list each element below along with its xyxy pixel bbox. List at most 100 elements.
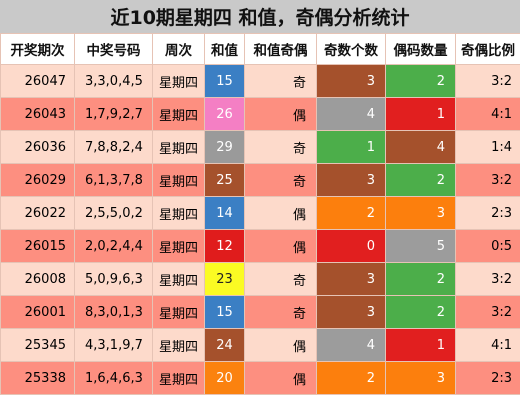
table-row: 26043 1,7,9,2,7 星期四 26 偶 4 1 4:1 xyxy=(0,97,520,131)
cell-numbers: 7,8,8,2,4 xyxy=(74,130,153,164)
cell-ratio: 4:1 xyxy=(455,97,520,131)
cell-sum-parity: 偶 xyxy=(244,229,317,263)
cell-ratio: 3:2 xyxy=(455,262,520,296)
table-row: 26001 8,3,0,1,3 星期四 15 奇 3 2 3:2 xyxy=(0,295,520,329)
cell-sum-parity: 偶 xyxy=(244,196,317,230)
cell-sum: 14 xyxy=(204,196,245,230)
cell-numbers: 2,5,5,0,2 xyxy=(74,196,153,230)
cell-even-count: 2 xyxy=(385,295,456,329)
cell-week: 星期四 xyxy=(152,64,205,98)
cell-ratio: 1:4 xyxy=(455,130,520,164)
cell-ratio: 3:2 xyxy=(455,295,520,329)
cell-week: 星期四 xyxy=(152,163,205,197)
cell-odd-count: 2 xyxy=(316,196,386,230)
table-row: 26036 7,8,8,2,4 星期四 29 奇 1 4 1:4 xyxy=(0,130,520,164)
cell-numbers: 8,3,0,1,3 xyxy=(74,295,153,329)
cell-numbers: 4,3,1,9,7 xyxy=(74,328,153,362)
table-header: 开奖期次 中奖号码 周次 和值 和值奇偶 奇数个数 偶码数量 奇偶比例 xyxy=(0,33,520,65)
cell-even-count: 4 xyxy=(385,130,456,164)
col-header-odd-count: 奇数个数 xyxy=(316,33,386,65)
cell-numbers: 1,7,9,2,7 xyxy=(74,97,153,131)
cell-sum: 20 xyxy=(204,361,245,395)
cell-sum-parity: 奇 xyxy=(244,163,317,197)
cell-issue: 26029 xyxy=(0,163,75,197)
cell-sum-parity: 偶 xyxy=(244,97,317,131)
cell-odd-count: 0 xyxy=(316,229,386,263)
cell-odd-count: 3 xyxy=(316,262,386,296)
cell-issue: 25345 xyxy=(0,328,75,362)
cell-week: 星期四 xyxy=(152,361,205,395)
col-header-sum-parity: 和值奇偶 xyxy=(244,33,317,65)
cell-ratio: 0:5 xyxy=(455,229,520,263)
cell-odd-count: 4 xyxy=(316,328,386,362)
cell-odd-count: 1 xyxy=(316,130,386,164)
col-header-sum: 和值 xyxy=(204,33,245,65)
cell-ratio: 2:3 xyxy=(455,196,520,230)
table-row: 26029 6,1,3,7,8 星期四 25 奇 3 2 3:2 xyxy=(0,163,520,197)
cell-issue: 26047 xyxy=(0,64,75,98)
cell-odd-count: 3 xyxy=(316,295,386,329)
cell-sum: 23 xyxy=(204,262,245,296)
cell-numbers: 1,6,4,6,3 xyxy=(74,361,153,395)
cell-sum-parity: 奇 xyxy=(244,295,317,329)
cell-issue: 26036 xyxy=(0,130,75,164)
cell-issue: 26015 xyxy=(0,229,75,263)
cell-odd-count: 3 xyxy=(316,163,386,197)
cell-odd-count: 3 xyxy=(316,64,386,98)
cell-sum-parity: 偶 xyxy=(244,328,317,362)
col-header-ratio: 奇偶比例 xyxy=(455,33,520,65)
cell-sum: 12 xyxy=(204,229,245,263)
header-row: 开奖期次 中奖号码 周次 和值 和值奇偶 奇数个数 偶码数量 奇偶比例 xyxy=(0,33,520,65)
cell-even-count: 3 xyxy=(385,361,456,395)
col-header-week: 周次 xyxy=(152,33,205,65)
cell-even-count: 2 xyxy=(385,262,456,296)
cell-sum: 29 xyxy=(204,130,245,164)
cell-sum: 15 xyxy=(204,64,245,98)
cell-even-count: 1 xyxy=(385,328,456,362)
cell-sum: 25 xyxy=(204,163,245,197)
cell-sum: 24 xyxy=(204,328,245,362)
table-row: 25345 4,3,1,9,7 星期四 24 偶 4 1 4:1 xyxy=(0,328,520,362)
cell-issue: 26008 xyxy=(0,262,75,296)
cell-sum: 15 xyxy=(204,295,245,329)
cell-issue: 26001 xyxy=(0,295,75,329)
cell-issue: 26043 xyxy=(0,97,75,131)
cell-ratio: 4:1 xyxy=(455,328,520,362)
table-row: 26015 2,0,2,4,4 星期四 12 偶 0 5 0:5 xyxy=(0,229,520,263)
cell-week: 星期四 xyxy=(152,97,205,131)
cell-even-count: 5 xyxy=(385,229,456,263)
cell-week: 星期四 xyxy=(152,130,205,164)
cell-issue: 26022 xyxy=(0,196,75,230)
col-header-numbers: 中奖号码 xyxy=(74,33,153,65)
cell-week: 星期四 xyxy=(152,295,205,329)
page-title: 近10期星期四 和值，奇偶分析统计 xyxy=(0,0,520,34)
col-header-even-count: 偶码数量 xyxy=(385,33,456,65)
cell-odd-count: 4 xyxy=(316,97,386,131)
cell-sum-parity: 奇 xyxy=(244,64,317,98)
cell-week: 星期四 xyxy=(152,328,205,362)
cell-even-count: 2 xyxy=(385,64,456,98)
cell-issue: 25338 xyxy=(0,361,75,395)
cell-numbers: 5,0,9,6,3 xyxy=(74,262,153,296)
cell-even-count: 3 xyxy=(385,196,456,230)
col-header-issue: 开奖期次 xyxy=(0,33,75,65)
cell-sum-parity: 奇 xyxy=(244,262,317,296)
cell-sum-parity: 偶 xyxy=(244,361,317,395)
cell-numbers: 2,0,2,4,4 xyxy=(74,229,153,263)
cell-ratio: 3:2 xyxy=(455,163,520,197)
cell-even-count: 1 xyxy=(385,97,456,131)
cell-sum-parity: 奇 xyxy=(244,130,317,164)
stats-table: 开奖期次 中奖号码 周次 和值 和值奇偶 奇数个数 偶码数量 奇偶比例 2604… xyxy=(0,33,520,395)
cell-sum: 26 xyxy=(204,97,245,131)
cell-ratio: 2:3 xyxy=(455,361,520,395)
cell-odd-count: 2 xyxy=(316,361,386,395)
table-row: 26008 5,0,9,6,3 星期四 23 奇 3 2 3:2 xyxy=(0,262,520,296)
table-body: 26047 3,3,0,4,5 星期四 15 奇 3 2 3:2 26043 1,7,9,2,7 星… xyxy=(0,64,520,395)
cell-numbers: 6,1,3,7,8 xyxy=(74,163,153,197)
cell-week: 星期四 xyxy=(152,262,205,296)
table-row: 25338 1,6,4,6,3 星期四 20 偶 2 3 2:3 xyxy=(0,361,520,395)
cell-even-count: 2 xyxy=(385,163,456,197)
table-row: 26022 2,5,5,0,2 星期四 14 偶 2 3 2:3 xyxy=(0,196,520,230)
table-row: 26047 3,3,0,4,5 星期四 15 奇 3 2 3:2 xyxy=(0,64,520,98)
